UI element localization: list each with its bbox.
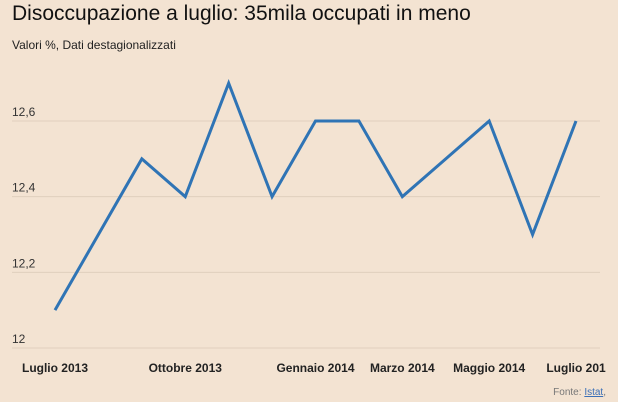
chart-subtitle: Valori %, Dati destagionalizzati: [12, 38, 176, 52]
y-tick-label: 12,6: [12, 105, 36, 119]
chart-title: Disoccupazione a luglio: 35mila occupati…: [12, 2, 471, 25]
x-tick-label: Maggio 2014: [453, 361, 525, 375]
source-suffix: ,: [603, 387, 606, 398]
y-tick-label: 12,2: [12, 256, 36, 270]
x-axis-tick-labels: Luglio 2013 Ottobre 2013 Gennaio 2014 Marzo…: [22, 361, 606, 375]
series-line: [53, 78, 578, 311]
source-label: Fonte:: [553, 387, 582, 398]
x-tick-label: Marzo 2014: [370, 361, 435, 375]
y-axis-tick-labels: 12 12,2 12,4 12,6: [12, 105, 36, 346]
x-tick-label: Luglio 2013: [22, 361, 88, 375]
gridlines: [12, 120, 600, 349]
y-tick-label: 12,4: [12, 181, 36, 195]
x-tick-label: Luglio 201: [546, 361, 606, 375]
series-layer: [53, 78, 578, 311]
x-tick-label: Gennaio 2014: [276, 361, 354, 375]
source-note: Fonte: Istat,: [553, 387, 606, 398]
y-tick-label: 12: [12, 332, 26, 346]
source-link[interactable]: Istat: [584, 387, 604, 398]
x-tick-label: Ottobre 2013: [149, 361, 223, 375]
